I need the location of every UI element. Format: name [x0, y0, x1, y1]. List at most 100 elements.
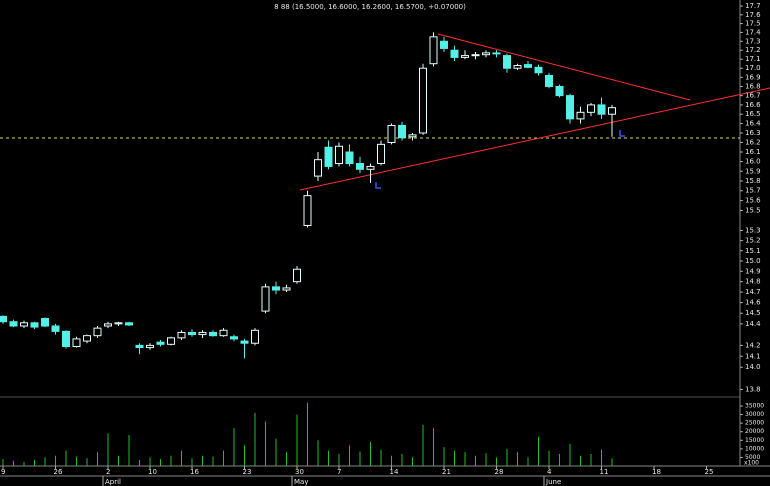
y-tick-label: 15.0: [745, 257, 761, 265]
month-label: May: [294, 478, 308, 486]
candle-body: [471, 54, 480, 57]
candle-body: [450, 49, 459, 58]
x-tick-label: 2: [106, 468, 110, 476]
candle-body: [261, 286, 270, 312]
x-tick-label: 11: [600, 468, 609, 476]
candle-body: [482, 52, 490, 56]
x-tick-label: 10: [148, 468, 157, 476]
y-tick-label: 16.3: [745, 129, 761, 137]
candle-body: [608, 107, 616, 115]
candle-body: [398, 124, 406, 139]
candle-body: [576, 111, 585, 120]
chart-title: 8 88 (16.5000, 16.6000, 16.2600, 16.5700…: [274, 3, 466, 11]
y-tick-label: 16.0: [745, 158, 761, 166]
candle-body: [419, 67, 427, 134]
candle-body: [324, 146, 333, 167]
y-tick-label: 14.8: [745, 278, 761, 286]
candle-body: [555, 85, 564, 97]
candle-body: [282, 287, 291, 291]
x-tick-label: 9: [1, 468, 5, 476]
signal-marker: [375, 182, 381, 189]
y-tick-label: 16.1: [745, 148, 761, 156]
x-tick-label: 23: [243, 468, 252, 476]
candle-body: [219, 329, 228, 337]
candle-body: [366, 165, 375, 170]
volume-tick-label: 10000: [745, 445, 764, 452]
candle-body: [188, 331, 196, 336]
candle-body: [566, 95, 574, 120]
y-tick-label: 14.4: [745, 320, 761, 328]
candle-body: [240, 340, 249, 344]
candle-body: [93, 327, 102, 337]
y-tick-label: 14.0: [745, 363, 761, 371]
candle-body: [167, 337, 175, 345]
candle-body: [209, 331, 217, 337]
candle-body: [251, 329, 259, 344]
y-tick-label: 17.5: [745, 20, 761, 28]
candle-body: [314, 159, 322, 177]
y-tick-label: 14.7: [745, 288, 761, 296]
volume-tick-label: 25000: [745, 420, 764, 427]
candle-body: [135, 344, 144, 349]
candle-body: [104, 323, 112, 327]
y-tick-label: 15.7: [745, 187, 761, 195]
candle-body: [534, 66, 543, 74]
y-tick-label: 17.4: [745, 28, 761, 36]
trend-line: [437, 33, 691, 101]
candle-body: [303, 195, 312, 226]
candle-body: [198, 331, 207, 336]
volume-tick-label: 20000: [745, 428, 764, 435]
candle-body: [156, 341, 165, 345]
x-tick-label: 18: [652, 468, 661, 476]
candle-body: [587, 104, 595, 113]
candle-body: [545, 74, 553, 87]
candle-body: [72, 338, 81, 347]
signal-marker: [619, 130, 625, 137]
x-tick-label: 4: [547, 468, 552, 476]
candle-body: [293, 268, 301, 283]
y-tick-label: 17.2: [745, 46, 761, 54]
volume-unit-label: x100: [744, 460, 759, 467]
candle-body: [429, 36, 438, 65]
candle-body: [335, 145, 343, 165]
y-tick-label: 17.0: [745, 64, 761, 72]
y-tick-label: 15.3: [745, 226, 761, 234]
y-tick-label: 17.7: [745, 2, 761, 10]
month-label: April: [105, 478, 121, 486]
candle-body: [345, 151, 354, 165]
y-tick-label: 16.7: [745, 92, 761, 100]
y-tick-label: 16.6: [745, 101, 761, 109]
y-tick-label: 15.1: [745, 247, 761, 255]
month-label: June: [545, 478, 561, 486]
candle-body: [503, 55, 511, 69]
x-tick-label: 28: [495, 468, 504, 476]
x-tick-label: 21: [442, 468, 451, 476]
volume-tick-label: 35000: [745, 403, 764, 410]
x-tick-label: 26: [54, 468, 63, 476]
y-tick-label: 14.6: [745, 299, 761, 307]
volume-tick-label: 30000: [745, 411, 764, 418]
candle-body: [492, 52, 501, 55]
candle-body: [377, 143, 385, 165]
trend-line: [299, 87, 770, 191]
candle-body: [461, 55, 469, 58]
y-tick-label: 16.4: [745, 120, 761, 128]
y-tick-label: 14.1: [745, 352, 761, 360]
y-tick-label: 14.2: [745, 341, 761, 349]
candle-body: [30, 322, 39, 328]
candle-body: [20, 322, 28, 327]
candle-body: [114, 322, 123, 325]
candle-body: [62, 330, 70, 347]
y-tick-label: 13.8: [745, 385, 761, 393]
candle-body: [524, 64, 532, 68]
candle-body: [83, 335, 91, 342]
volume-tick-label: 15000: [745, 437, 764, 444]
candle-body: [51, 325, 60, 332]
candle-body: [356, 163, 364, 170]
x-tick-label: 16: [190, 468, 199, 476]
x-tick-label: 25: [705, 468, 714, 476]
y-tick-label: 16.2: [745, 138, 761, 146]
y-tick-label: 16.9: [745, 73, 761, 81]
